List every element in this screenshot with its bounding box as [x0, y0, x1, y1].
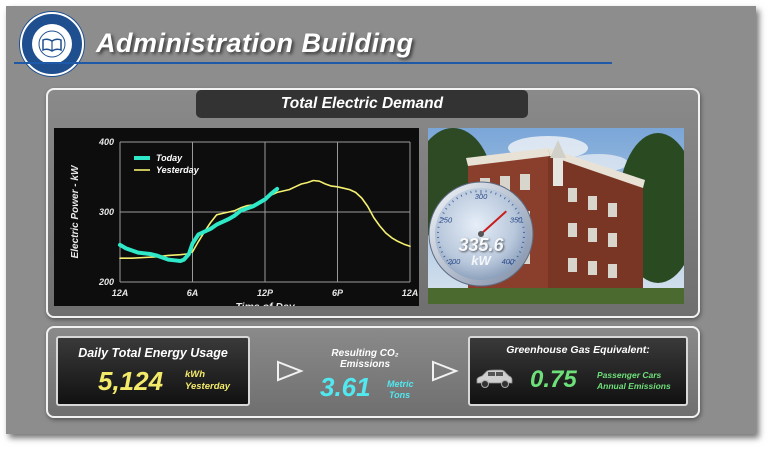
title-divider	[14, 62, 612, 64]
svg-text:COLLEGE: COLLEGE	[36, 59, 68, 71]
co2-value: 3.61	[320, 372, 371, 402]
co2-unit-line1: Metric	[387, 379, 414, 389]
gauge-tick-mark	[518, 251, 522, 253]
gauge-tick-mark	[513, 259, 516, 262]
daily-usage-unit: kWh	[185, 369, 206, 380]
gauge-tick-mark	[517, 216, 522, 220]
gauge-tick-mark	[440, 251, 444, 253]
electric-demand-panel: Total Electric Demand 12A 6A 12P 6P 12A 200 30…	[46, 88, 700, 318]
usage-panel: Daily Total Energy Usage 5,124 kWh Yeste…	[46, 326, 700, 418]
demand-chart: 12A6A12P6P12A200300400Time of DayElectri…	[54, 128, 419, 306]
arrow-right-icon	[277, 360, 304, 382]
gauge-tick-mark	[446, 259, 449, 262]
x-tick-label: 6A	[187, 288, 199, 298]
gauge-tick-label: 400	[502, 257, 515, 266]
y-tick-label: 400	[98, 137, 114, 147]
gauge-tick-mark	[521, 221, 524, 223]
gauge-unit: kW	[471, 253, 491, 268]
gauge-tick-mark	[490, 191, 492, 194]
co2-label-line2: Emissions	[339, 359, 391, 370]
gauge-tick-mark	[470, 191, 472, 194]
gauge-tick-mark	[499, 194, 502, 197]
daily-usage-label: Daily Total Energy Usage	[78, 346, 228, 360]
y-tick-label: 200	[98, 277, 114, 287]
x-tick-label: 6P	[332, 288, 344, 298]
gauge-tick-mark	[456, 197, 459, 200]
gauge-tick-label: 350	[510, 216, 523, 225]
demand-heading: Total Electric Demand	[196, 90, 528, 118]
daily-usage-value: 5,124	[98, 366, 164, 396]
series-line-today	[118, 186, 280, 263]
gauge-tick-mark	[503, 197, 506, 200]
gauge-tick-mark	[442, 212, 445, 214]
legend-label: Today	[156, 153, 183, 163]
series-line-yesterday	[119, 179, 411, 259]
gauge-tick-mark	[507, 200, 510, 203]
arrow-right-icon	[432, 360, 459, 382]
ghg-value: 0.75	[530, 366, 577, 393]
gauge-tick-label: 200	[447, 257, 461, 266]
gauge-tick-mark	[465, 192, 467, 195]
gauge-tick-mark	[439, 246, 442, 248]
gauge-tick-mark	[448, 203, 451, 206]
car-icon	[476, 369, 513, 388]
gauge-tick-label: 300	[475, 192, 488, 201]
ghg-unit-line1: Passenger Cars	[597, 370, 662, 380]
daily-usage-box: Daily Total Energy Usage 5,124 kWh Yeste…	[56, 336, 250, 406]
gauge-tick-label: 250	[439, 216, 453, 225]
co2-unit-line2: Tons	[389, 390, 411, 400]
x-tick-label: 12P	[257, 288, 274, 298]
gauge-tick-mark	[516, 255, 519, 258]
co2-label-line1: Resulting CO₂	[331, 348, 399, 359]
gauge-tick-mark	[460, 194, 463, 197]
gauge-tick-mark	[438, 221, 441, 223]
logo-text-bottom: COLLEGE	[36, 59, 68, 71]
daily-usage-period: Yesterday	[185, 381, 231, 392]
gauge-tick-mark	[440, 216, 445, 220]
gauge-tick-mark	[514, 207, 517, 210]
college-logo: RIDGEVIEW COLLEGE	[20, 12, 84, 76]
gauge-tick-mark	[511, 203, 514, 206]
ghg-label: Greenhouse Gas Equivalent:	[506, 344, 650, 356]
y-tick-label: 300	[99, 207, 114, 217]
x-tick-label: 12A	[112, 288, 129, 298]
building-image: 200 250 300 350 400	[428, 128, 684, 304]
ghg-equivalent-box: Greenhouse Gas Equivalent: 0.75 Passenge…	[468, 336, 688, 406]
dashboard-frame: RIDGEVIEW COLLEGE Administration Buildin…	[6, 6, 756, 434]
x-axis-label: Time of Day	[235, 301, 295, 306]
gauge-tick-mark	[520, 246, 523, 248]
book-icon: RIDGEVIEW COLLEGE	[31, 19, 73, 71]
gauge-value: 335.6	[458, 235, 504, 255]
gauge-tick-mark	[445, 207, 448, 210]
page-title: Administration Building	[96, 28, 414, 58]
building-photo: 200 250 300 350 400 335.6 kW	[428, 128, 684, 304]
demand-chart-svg: 12A6A12P6P12A200300400Time of DayElectri…	[70, 137, 419, 306]
gauge-tick-mark	[452, 200, 455, 203]
x-tick-label: 12A	[402, 288, 419, 298]
y-axis-label: Electric Power - kW	[70, 164, 81, 258]
gauge-tick-mark	[495, 192, 497, 195]
legend-label: Yesterday	[156, 165, 200, 175]
gauge-tick-mark	[443, 255, 446, 258]
gauge-tick-mark	[449, 262, 453, 266]
ghg-unit-line2: Annual Emissions	[597, 381, 671, 391]
gauge-tick-mark	[517, 212, 520, 214]
gauge-tick-mark	[509, 262, 513, 266]
power-gauge: 200 250 300 350 400	[428, 181, 534, 287]
